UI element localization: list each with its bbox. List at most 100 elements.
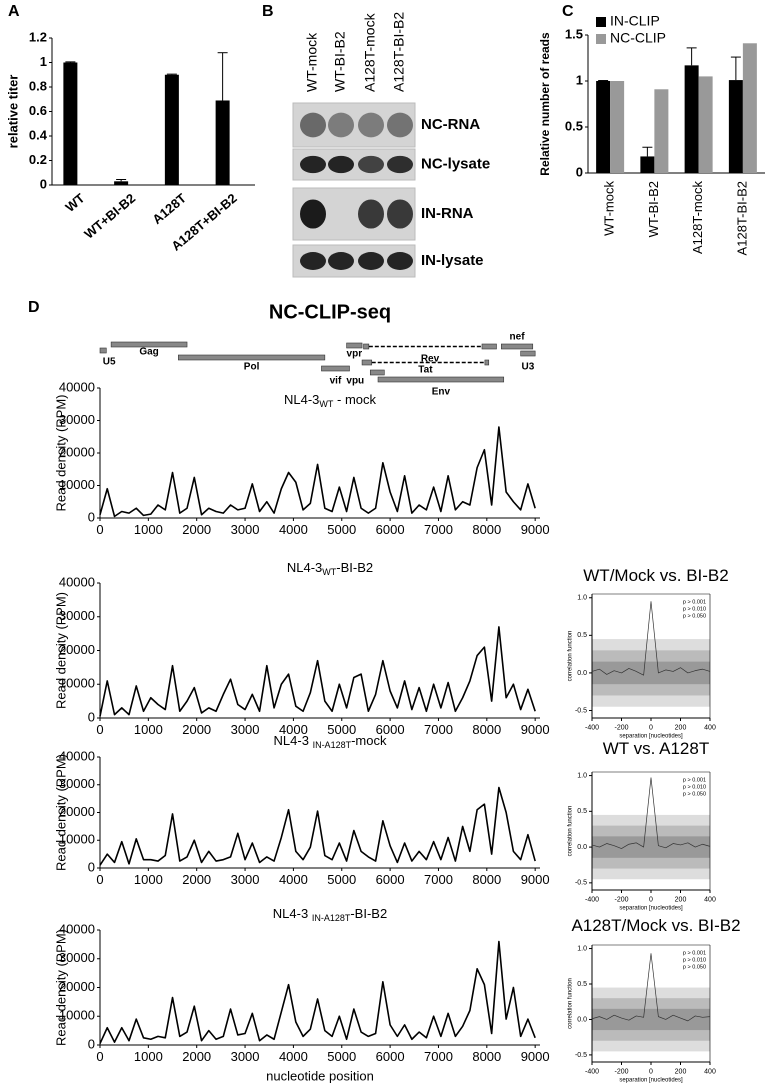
chart-title: NL4-3 IN-A128T-BI-B2 [273, 906, 387, 923]
data-line [591, 777, 711, 849]
x-tick-label: -400 [585, 724, 599, 731]
band-legend: p > 0.001 [683, 777, 706, 783]
band-legend: p > 0.050 [683, 791, 706, 797]
gel-row-label: IN-RNA [421, 205, 474, 222]
y-tick-label: 0.0 [577, 844, 587, 851]
y-tick-label: 0 [40, 176, 47, 191]
x-tick-label: 400 [704, 896, 716, 903]
title-part: WT [319, 399, 333, 409]
bar [610, 81, 625, 173]
error-bar [116, 178, 127, 182]
gene-box [481, 343, 497, 350]
x-tick-label: 9000 [521, 722, 550, 737]
x-tick-label: A128T-mock [690, 181, 705, 254]
gene-box [377, 376, 505, 383]
gene-box [178, 354, 326, 361]
x-tick-label: 9000 [521, 1049, 550, 1064]
y-tick-label: 0.5 [577, 632, 587, 639]
gene-box [321, 365, 350, 372]
y-axis-label: Read density (RPM) [53, 592, 68, 709]
x-tick-label: 3000 [231, 722, 260, 737]
x-tick-label: 1000 [134, 872, 163, 887]
gene-label: Gag [139, 347, 158, 358]
x-tick-label: 9000 [521, 872, 550, 887]
gel-band [300, 155, 326, 174]
y-tick-label: 1 [40, 54, 47, 69]
gene-box [346, 342, 363, 349]
y-axis-label: Read density (RPM) [53, 394, 68, 511]
x-tick-label: 200 [675, 724, 687, 731]
x-tick-label: 0 [96, 522, 103, 537]
gene-label: U3 [522, 362, 535, 373]
gel-band [300, 112, 326, 138]
error-bar [166, 73, 177, 75]
y-tick-label: 1 [576, 72, 583, 87]
title-part: NL4-3 [274, 733, 313, 748]
gene-label: Rev [421, 354, 440, 365]
x-axis-label: separation [nucleotides] [619, 906, 683, 912]
x-axis-label: nucleotide position [266, 1068, 374, 1083]
gene-box [99, 347, 107, 354]
x-tick-label: 7000 [424, 722, 453, 737]
x-tick-label: 400 [704, 1068, 716, 1075]
x-tick-label: -200 [614, 724, 628, 731]
y-tick-label: 1.5 [565, 26, 583, 41]
x-tick-label: -200 [614, 1068, 628, 1075]
title-part: WT vs. A128T [603, 739, 709, 758]
x-tick-label: 8000 [472, 722, 501, 737]
x-tick-label: 2000 [182, 1049, 211, 1064]
x-tick-label: 5000 [327, 872, 356, 887]
band-legend: p > 0.050 [683, 964, 706, 970]
gene-label: Pol [244, 362, 260, 373]
title-part: -BI-B2 [336, 560, 373, 575]
x-tick-label: 4000 [279, 1049, 308, 1064]
data-line [99, 786, 536, 866]
x-tick-label: A128T-BI-B2 [734, 181, 749, 255]
gene-label: vpu [346, 376, 364, 387]
title-part: WT/Mock vs. BI-B2 [583, 566, 728, 585]
gel-band [328, 155, 354, 174]
y-tick-label: -0.5 [575, 1052, 587, 1059]
data-line [99, 426, 536, 518]
gel-band [300, 199, 326, 229]
gene-box [501, 343, 534, 350]
x-tick-label: 0 [96, 722, 103, 737]
error-bar [65, 61, 76, 63]
x-tick-label: 8000 [472, 872, 501, 887]
band-legend: p > 0.001 [683, 599, 706, 605]
gene-label: vif [330, 376, 342, 387]
error-bar [217, 52, 228, 101]
y-tick-label: 30000 [59, 950, 95, 965]
y-tick-label: 0.8 [29, 78, 47, 93]
bar [114, 181, 129, 185]
title-part: -mock [351, 733, 387, 748]
band-legend: p > 0.010 [683, 784, 706, 790]
gel-row-label: NC-RNA [421, 116, 480, 133]
y-tick-label: 10000 [59, 832, 95, 847]
gene-box [520, 350, 536, 357]
x-tick-label: 3000 [231, 522, 260, 537]
y-axis-label: Read density (RPM) [53, 754, 68, 871]
title-part: IN-A128T [312, 913, 351, 923]
y-axis-label: Relative number of reads [538, 32, 552, 176]
title-part: A128T/Mock vs. BI-B2 [571, 916, 740, 935]
y-axis-label: correlation function [568, 806, 574, 857]
title-part: IN-A128T [313, 740, 352, 750]
title-part: -BI-B2 [350, 906, 387, 921]
gene-label: vpr [347, 349, 363, 360]
lane-label: A128T-mock [362, 12, 378, 92]
y-tick-label: 0.0 [577, 670, 587, 677]
title-part: - mock [333, 392, 376, 407]
x-tick-label: 200 [675, 896, 687, 903]
bar [742, 43, 757, 173]
y-axis-label: correlation function [568, 631, 574, 682]
panel-label: B [262, 3, 274, 20]
x-tick-label: 3000 [231, 872, 260, 887]
y-tick-label: 0.5 [577, 981, 587, 988]
gene-box [369, 369, 385, 376]
bar [728, 80, 743, 173]
bar [698, 76, 713, 173]
x-tick-label: 0 [649, 724, 653, 731]
y-tick-label: 20000 [59, 804, 95, 819]
